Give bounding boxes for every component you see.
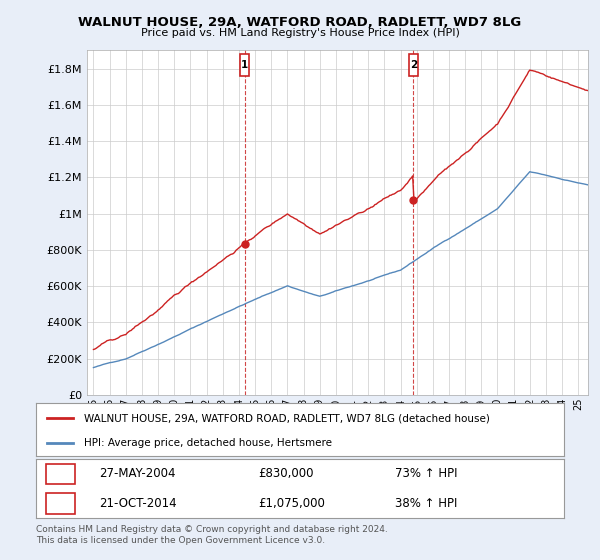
Text: 1: 1 — [57, 469, 65, 479]
Text: 27-MAY-2004: 27-MAY-2004 — [100, 468, 176, 480]
Text: £830,000: £830,000 — [258, 468, 313, 480]
Text: 1: 1 — [241, 60, 248, 70]
Text: 2: 2 — [410, 60, 417, 70]
Text: WALNUT HOUSE, 29A, WATFORD ROAD, RADLETT, WD7 8LG (detached house): WALNUT HOUSE, 29A, WATFORD ROAD, RADLETT… — [83, 413, 490, 423]
Text: 73% ↑ HPI: 73% ↑ HPI — [395, 468, 458, 480]
Bar — [46, 464, 76, 484]
Text: HPI: Average price, detached house, Hertsmere: HPI: Average price, detached house, Hert… — [83, 438, 332, 448]
Bar — [241, 54, 250, 76]
Text: 21-OCT-2014: 21-OCT-2014 — [100, 497, 177, 510]
Text: 2: 2 — [57, 498, 65, 508]
Text: Contains HM Land Registry data © Crown copyright and database right 2024.
This d: Contains HM Land Registry data © Crown c… — [36, 525, 388, 545]
Bar — [409, 54, 418, 76]
Bar — [46, 493, 76, 514]
Text: Price paid vs. HM Land Registry's House Price Index (HPI): Price paid vs. HM Land Registry's House … — [140, 28, 460, 38]
Text: £1,075,000: £1,075,000 — [258, 497, 325, 510]
Text: 38% ↑ HPI: 38% ↑ HPI — [395, 497, 457, 510]
Text: WALNUT HOUSE, 29A, WATFORD ROAD, RADLETT, WD7 8LG: WALNUT HOUSE, 29A, WATFORD ROAD, RADLETT… — [79, 16, 521, 29]
